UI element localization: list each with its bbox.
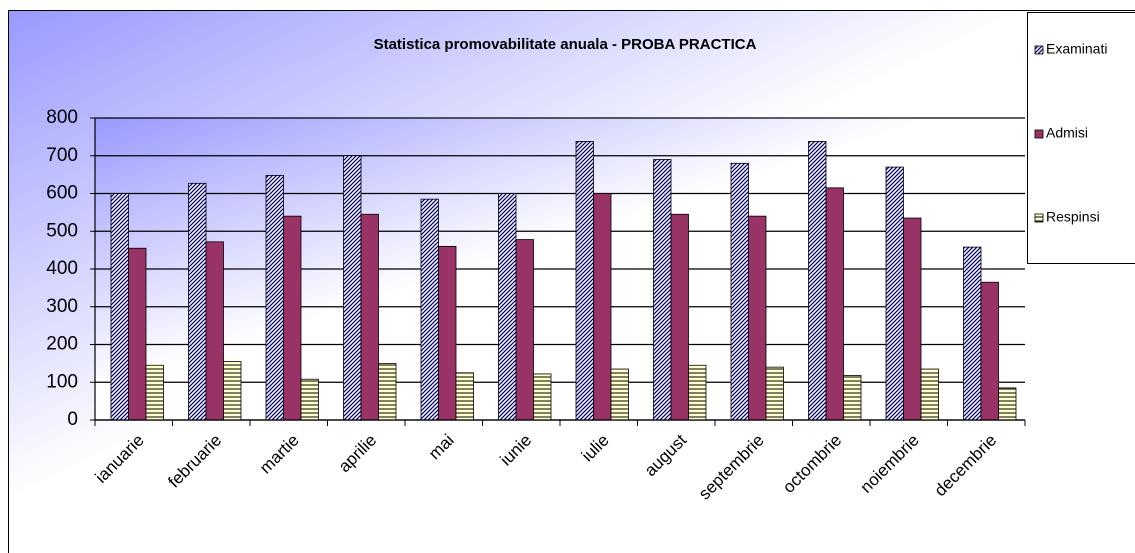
y-tick-label: 800 [46, 107, 78, 128]
bar [145, 364, 164, 421]
bar [378, 362, 397, 421]
bar [128, 247, 147, 421]
bar [825, 187, 844, 421]
y-tick-label: 400 [46, 258, 78, 279]
bar [300, 378, 319, 421]
y-tick-label: 700 [46, 145, 78, 166]
bar [188, 182, 207, 421]
bar [593, 193, 612, 421]
chart-title: Statistica promovabilitate anuala - PROB… [374, 36, 757, 53]
bar [533, 373, 552, 421]
legend-label: Respinsi [1046, 209, 1100, 225]
legend-swatch [1034, 129, 1044, 139]
bar [575, 141, 594, 421]
y-tick-label: 200 [46, 334, 78, 355]
bar [808, 141, 827, 421]
legend-swatch [1034, 213, 1044, 223]
legend-swatch [1034, 45, 1044, 55]
y-tick-label: 600 [46, 183, 78, 204]
bar [843, 375, 862, 421]
y-tick-label: 300 [46, 296, 78, 317]
bar [610, 368, 629, 421]
bar [670, 213, 689, 421]
bar [748, 215, 767, 421]
y-tick-label: 100 [46, 371, 78, 392]
bar [205, 241, 224, 421]
bar [438, 245, 457, 421]
bar [360, 213, 379, 421]
bar [920, 368, 939, 421]
bar [765, 366, 784, 421]
bar [515, 239, 534, 421]
bar [455, 372, 474, 421]
bar [265, 174, 284, 421]
bar [223, 361, 242, 421]
bar [420, 198, 439, 421]
bar [730, 162, 749, 421]
bar [498, 193, 517, 421]
bar [110, 193, 129, 421]
bar [903, 217, 922, 421]
bar [343, 155, 362, 421]
y-tick-label: 0 [67, 409, 78, 430]
bar [283, 215, 302, 421]
legend-label: Admisi [1046, 125, 1088, 141]
bar [998, 387, 1017, 421]
bar [980, 281, 999, 421]
legend-label: Examinati [1046, 41, 1107, 57]
y-tick-label: 500 [46, 220, 78, 241]
bar [963, 246, 982, 421]
bar [653, 159, 672, 421]
legend-box [1027, 12, 1135, 264]
bar [885, 166, 904, 421]
bar [688, 364, 707, 421]
